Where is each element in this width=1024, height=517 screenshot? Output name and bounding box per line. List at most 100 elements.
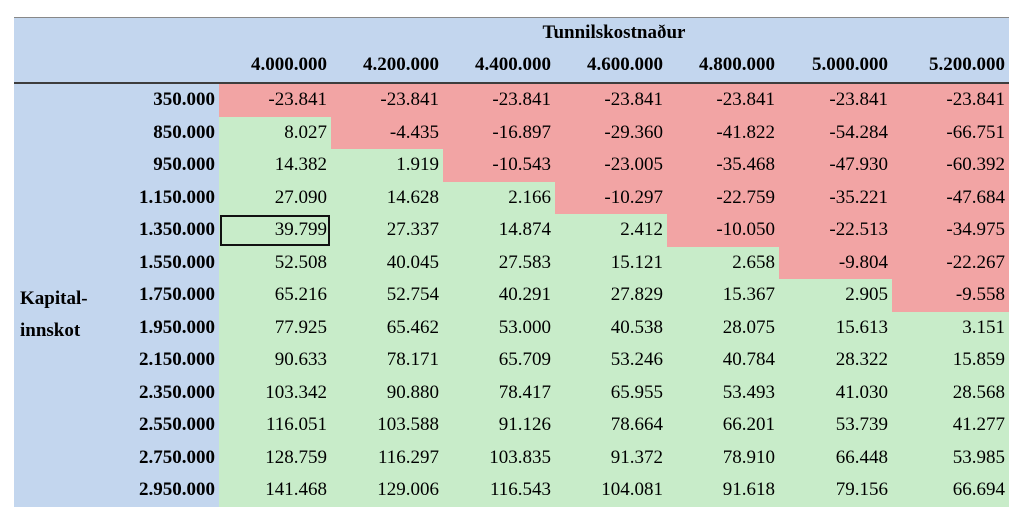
value-cell: 15.367 bbox=[667, 279, 779, 312]
value-cell: 116.297 bbox=[331, 441, 443, 474]
value-cell: 90.880 bbox=[331, 376, 443, 409]
row-header: 2.950.000 bbox=[114, 474, 219, 507]
value-cell: -60.392 bbox=[892, 149, 1009, 182]
column-header: 4.800.000 bbox=[667, 48, 779, 83]
value-cell: 65.955 bbox=[555, 376, 667, 409]
row-header: 950.000 bbox=[114, 149, 219, 182]
value-cell: 27.583 bbox=[443, 246, 555, 279]
column-header: 4.400.000 bbox=[443, 48, 555, 83]
table-row: Kapital- innskot 350.000 -23.841 -23.841 -23… bbox=[14, 83, 1009, 507]
value-cell: -23.841 bbox=[892, 83, 1009, 117]
row-header: 850.000 bbox=[114, 116, 219, 149]
value-cell: 53.000 bbox=[443, 311, 555, 344]
value-cell: 77.925 bbox=[219, 311, 331, 344]
value-cell: -10.297 bbox=[555, 181, 667, 214]
value-cell: 41.277 bbox=[892, 409, 1009, 442]
value-cell: -22.759 bbox=[667, 181, 779, 214]
value-cell: 65.709 bbox=[443, 344, 555, 377]
sensitivity-table-container: Tunnilskostnaður 4.000.000 4.200.000 4.400… bbox=[14, 17, 1009, 507]
value-cell: -16.897 bbox=[443, 116, 555, 149]
value-cell: 91.126 bbox=[443, 409, 555, 442]
value-cell: -23.841 bbox=[219, 83, 331, 117]
value-cell: -35.221 bbox=[779, 181, 892, 214]
value-cell: 78.664 bbox=[555, 409, 667, 442]
value-cell: -41.822 bbox=[667, 116, 779, 149]
value-cell: 28.568 bbox=[892, 376, 1009, 409]
row-header: 1.350.000 bbox=[114, 214, 219, 247]
value-cell: 91.618 bbox=[667, 474, 779, 507]
value-cell: -23.841 bbox=[443, 83, 555, 117]
value-cell: 78.910 bbox=[667, 441, 779, 474]
value-cell: -29.360 bbox=[555, 116, 667, 149]
value-cell: 78.417 bbox=[443, 376, 555, 409]
table-row: 1.550.000 52.508 40.045 27.583 15.121 2.658 -9… bbox=[14, 246, 1009, 279]
value-cell: 52.508 bbox=[219, 246, 331, 279]
table-row: 2.750.000 128.759 116.297 103.835 91.372 78.9… bbox=[14, 441, 1009, 474]
value-cell: 15.859 bbox=[892, 344, 1009, 377]
value-cell: 103.588 bbox=[331, 409, 443, 442]
value-cell: 8.027 bbox=[219, 116, 331, 149]
value-cell: -54.284 bbox=[779, 116, 892, 149]
value-cell: -10.050 bbox=[667, 214, 779, 247]
table-row: 1.150.000 27.090 14.628 2.166 -10.297 -22.759… bbox=[14, 181, 1009, 214]
column-header: 4.000.000 bbox=[219, 48, 331, 83]
value-cell: -23.005 bbox=[555, 149, 667, 182]
value-cell: 40.784 bbox=[667, 344, 779, 377]
value-cell: 2.658 bbox=[667, 246, 779, 279]
row-header: 1.750.000 bbox=[114, 279, 219, 312]
value-cell: -9.558 bbox=[892, 279, 1009, 312]
column-header: 5.200.000 bbox=[892, 48, 1009, 83]
value-cell: 66.448 bbox=[779, 441, 892, 474]
table-row: 1.950.000 77.925 65.462 53.000 40.538 28.075 1… bbox=[14, 311, 1009, 344]
table-row: 950.000 14.382 1.919 -10.543 -23.005 -35.468-… bbox=[14, 149, 1009, 182]
value-cell: -23.841 bbox=[667, 83, 779, 117]
table-row: 1.350.000 39.799 27.337 14.874 2.412 -10.050-… bbox=[14, 214, 1009, 247]
value-cell: -66.751 bbox=[892, 116, 1009, 149]
value-cell: 2.166 bbox=[443, 181, 555, 214]
value-cell: 103.835 bbox=[443, 441, 555, 474]
value-cell: 116.543 bbox=[443, 474, 555, 507]
value-cell: 91.372 bbox=[555, 441, 667, 474]
column-header: 4.600.000 bbox=[555, 48, 667, 83]
highlighted-value-cell: 39.799 bbox=[219, 214, 331, 247]
value-cell: 103.342 bbox=[219, 376, 331, 409]
value-cell: -23.841 bbox=[331, 83, 443, 117]
value-cell: 116.051 bbox=[219, 409, 331, 442]
value-cell: 52.754 bbox=[331, 279, 443, 312]
value-cell: 2.412 bbox=[555, 214, 667, 247]
table-row: 2.150.000 90.633 78.171 65.709 53.246 40.784 2… bbox=[14, 344, 1009, 377]
value-cell: -4.435 bbox=[331, 116, 443, 149]
row-header: 2.150.000 bbox=[114, 344, 219, 377]
row-group-label: Kapital- innskot bbox=[14, 83, 114, 507]
value-cell: 79.156 bbox=[779, 474, 892, 507]
value-cell: 141.468 bbox=[219, 474, 331, 507]
value-cell: 28.075 bbox=[667, 311, 779, 344]
header-corner-lower bbox=[14, 48, 219, 83]
value-cell: 53.985 bbox=[892, 441, 1009, 474]
row-header: 350.000 bbox=[114, 83, 219, 117]
value-cell: -34.975 bbox=[892, 214, 1009, 247]
value-cell: 66.694 bbox=[892, 474, 1009, 507]
table-row: 2.550.000 116.051 103.588 91.126 78.664 66.20… bbox=[14, 409, 1009, 442]
table-row: 2.950.000 141.468 129.006 116.543 104.081 91.… bbox=[14, 474, 1009, 507]
table-row: 1.750.000 65.216 52.754 40.291 27.829 15.367 2… bbox=[14, 279, 1009, 312]
table-row: 2.350.000 103.342 90.880 78.417 65.955 53.493… bbox=[14, 376, 1009, 409]
value-cell: 28.322 bbox=[779, 344, 892, 377]
value-cell: 2.905 bbox=[779, 279, 892, 312]
value-cell: 104.081 bbox=[555, 474, 667, 507]
value-cell: 27.337 bbox=[331, 214, 443, 247]
column-header: 5.000.000 bbox=[779, 48, 892, 83]
header-corner bbox=[14, 17, 219, 48]
value-cell: 40.045 bbox=[331, 246, 443, 279]
value-cell: 3.151 bbox=[892, 311, 1009, 344]
value-cell: -23.841 bbox=[779, 83, 892, 117]
value-cell: 40.538 bbox=[555, 311, 667, 344]
value-cell: 15.121 bbox=[555, 246, 667, 279]
value-cell: 27.090 bbox=[219, 181, 331, 214]
value-cell: 41.030 bbox=[779, 376, 892, 409]
value-cell: 65.216 bbox=[219, 279, 331, 312]
value-cell: 15.613 bbox=[779, 311, 892, 344]
value-cell: 27.829 bbox=[555, 279, 667, 312]
row-header: 1.950.000 bbox=[114, 311, 219, 344]
value-cell: 128.759 bbox=[219, 441, 331, 474]
